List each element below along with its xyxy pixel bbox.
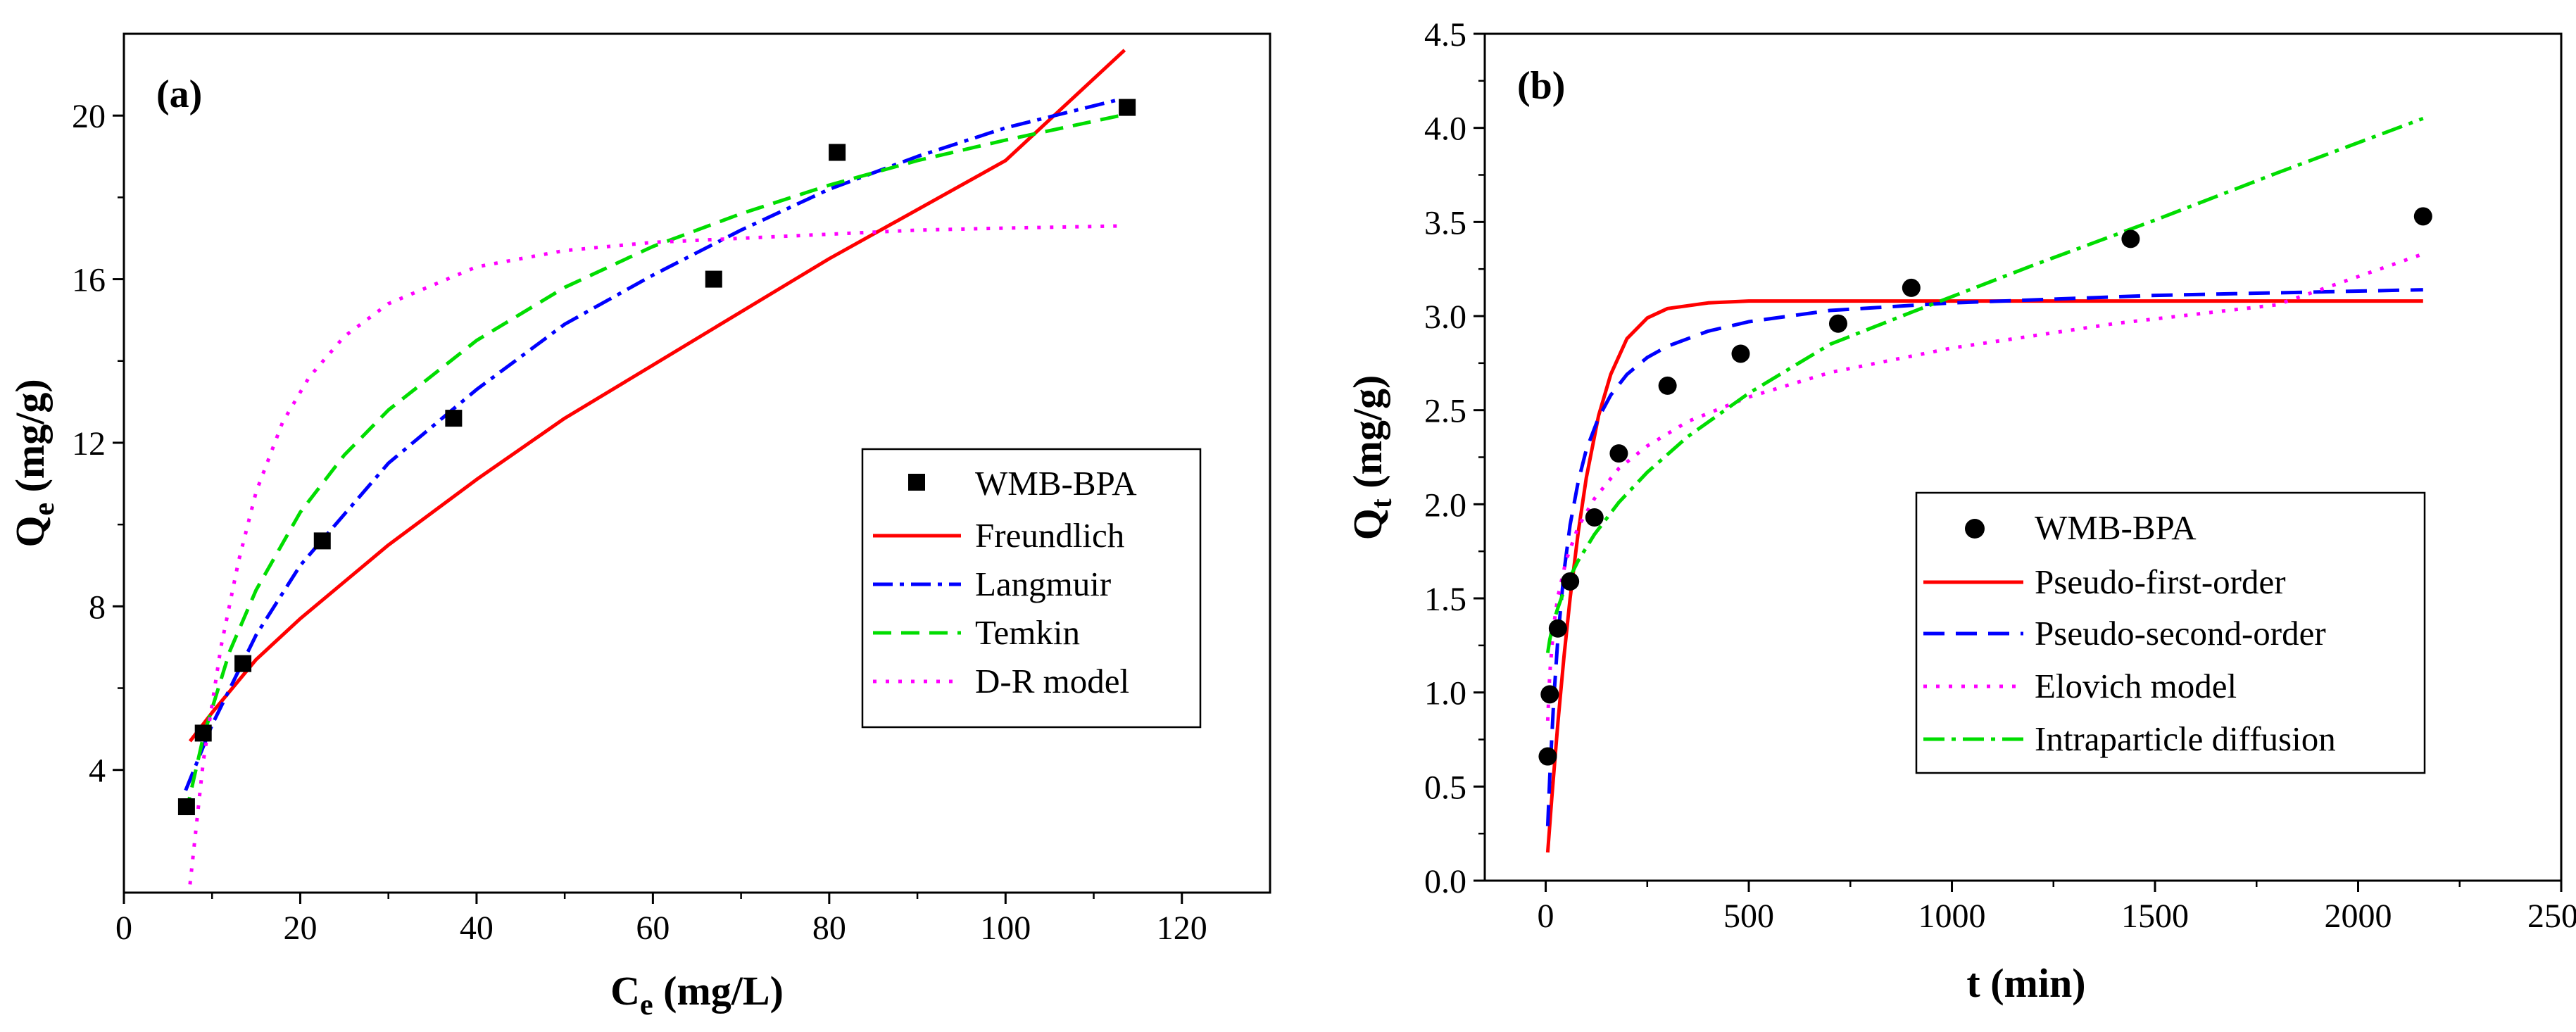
panel-a-legend-box <box>861 448 1202 729</box>
panel-a-series-d-r-model <box>188 224 1121 885</box>
panel-a-x-tick-label: 20 <box>283 910 317 947</box>
panel-b-y-tick-label: 2.0 <box>1424 486 1466 524</box>
panel-a-y-tick-label: 16 <box>72 262 106 299</box>
panel-b-y-tick-label: 1.5 <box>1424 581 1466 618</box>
panel-b-y-tick-label: 3.5 <box>1424 204 1466 241</box>
panel-b-data-point <box>2121 229 2140 248</box>
panel-a-y-tick-label: 12 <box>72 425 106 462</box>
panel-a-legend: WMB-BPA Freundlich Langmuir Temkin D-R m… <box>861 448 1202 729</box>
panel-a-x-tick-label: 40 <box>460 910 494 947</box>
panel-b-series-intraparticle-diffusion <box>1545 116 2424 653</box>
legend-marker-square <box>908 474 925 491</box>
legend-label: Temkin <box>975 613 1080 652</box>
panel-b-data-point <box>1658 376 1677 395</box>
panel-b-y-tick-label: 4.5 <box>1424 16 1466 54</box>
panel-a-label: (a) <box>156 73 202 116</box>
panel-a-y-tick-label: 8 <box>89 589 106 626</box>
panel-a-x-tick-label: 60 <box>636 910 670 947</box>
panel-b-x-tick-label: 2000 <box>2325 898 2392 935</box>
panel-a-data-point <box>313 532 331 550</box>
panel-b-y-tick-label: 3.0 <box>1424 298 1466 336</box>
panel-a-series-langmuir <box>184 97 1121 791</box>
panel-b-x-tick-label: 500 <box>1723 898 1774 935</box>
legend-label: Freundlich <box>975 516 1124 555</box>
panel-a-y-tick-label: 4 <box>89 753 106 790</box>
panel-a-data-point <box>194 724 212 742</box>
panel-a-y-axis-title: Qe (mg/g) <box>7 379 61 547</box>
panel-b-y-tick-label: 0.5 <box>1424 769 1466 806</box>
panel-b-x-axis-title: t (min) <box>1966 960 2085 1006</box>
panel-b-y-axis-title: Qt (mg/g) <box>1345 375 1398 541</box>
panel-a-data-point <box>177 798 195 815</box>
panel-b-legend: WMB-BPA Pseudo-first-order Pseudo-second… <box>1915 491 2426 774</box>
panel-b-y-tick-label: 4.0 <box>1424 111 1466 148</box>
panel-a-x-tick-label: 0 <box>115 910 132 947</box>
panel-a-series-temkin <box>184 113 1121 816</box>
legend-label: Pseudo-first-order <box>2035 562 2286 601</box>
panel-a-x-tick-label: 120 <box>1157 910 1207 947</box>
legend-label: Pseudo-second-order <box>2035 614 2326 653</box>
panel-a-x-axis-title: Ce (mg/L) <box>610 968 784 1021</box>
panel-a-data-point <box>445 410 463 427</box>
panel-b-data-point <box>2413 207 2432 226</box>
legend-marker-circle <box>1965 519 1985 539</box>
panel-b-data-point <box>1548 619 1567 638</box>
panel-a-data-point <box>1119 99 1136 116</box>
panel-b-data-point <box>1828 314 1847 333</box>
panel-b-series <box>1538 116 2432 853</box>
panel-b-series-pseudo-first-order <box>1545 299 2423 853</box>
panel-b-x-tick-label: 1500 <box>2121 898 2189 935</box>
legend-label: WMB-BPA <box>975 464 1137 503</box>
legend-label: Elovich model <box>2035 667 2237 705</box>
panel-b-data-point <box>1902 278 1921 297</box>
panel-a-y-tick-label: 20 <box>72 98 106 135</box>
panel-b-x-tick-label: 1000 <box>1918 898 1986 935</box>
panel-b-data-point <box>1731 344 1750 363</box>
panel-a-plot-frame <box>122 32 1271 894</box>
panel-a-data-point <box>234 655 252 672</box>
panel-a-data-point <box>829 144 846 161</box>
legend-label: Intraparticle diffusion <box>2035 719 2336 758</box>
panel-b-data-point <box>1609 444 1628 463</box>
panel-b-y-tick-label: 1.0 <box>1424 675 1466 712</box>
legend-label: D-R model <box>975 662 1129 700</box>
panel-b-series-pseudo-second-order <box>1545 288 2423 826</box>
panel-a-x-tick-label: 100 <box>980 910 1031 947</box>
panel-b-data-point <box>1585 508 1604 527</box>
panel-a-series-freundlich <box>188 49 1126 743</box>
panel-a-ticks: 0 20 40 60 80 100 120 4 8 12 16 20 <box>72 98 1207 947</box>
panel-b-y-tick-label: 2.5 <box>1424 393 1466 430</box>
panel-b-y-tick-label: 0.0 <box>1424 863 1466 900</box>
panel-b-data-point <box>1561 572 1580 591</box>
panel-b-data-point <box>1538 747 1557 766</box>
panel-b-data-point <box>1540 685 1559 704</box>
legend-label: Langmuir <box>975 565 1111 603</box>
panel-b-x-tick-label: 0 <box>1538 898 1554 935</box>
panel-a-series <box>177 49 1136 885</box>
panel-a-x-tick-label: 80 <box>812 910 846 947</box>
panel-b-label: (b) <box>1517 64 1565 108</box>
legend-label: WMB-BPA <box>2035 508 2197 547</box>
panel-a: 0 20 40 60 80 100 120 4 8 12 16 20 (a) Ce (mg/L) Qe… <box>7 32 1271 1021</box>
panel-a-data-point <box>705 270 722 288</box>
